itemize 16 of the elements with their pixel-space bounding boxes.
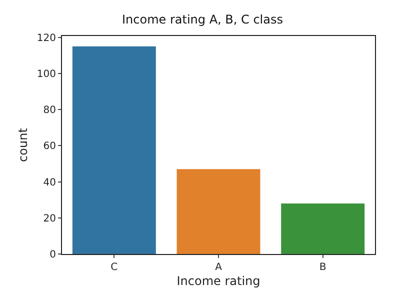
y-tick-label: 60: [43, 141, 56, 152]
x-tick-label: A: [215, 262, 222, 273]
y-tick-label: 100: [36, 68, 56, 80]
chart-title: Income rating A, B, C class: [122, 12, 284, 27]
x-axis-title: Income rating: [176, 274, 260, 288]
y-tick-label: 40: [43, 177, 56, 188]
y-tick-label: 0: [50, 250, 56, 260]
bar: [281, 203, 365, 254]
y-tick-label: 80: [43, 105, 56, 116]
x-tick-label: C: [110, 262, 118, 273]
y-axis-title: count: [16, 128, 30, 162]
y-tick-label: 20: [43, 213, 56, 224]
x-tick-label: B: [319, 262, 326, 273]
bar: [176, 169, 260, 254]
y-tick-label: 120: [36, 32, 56, 44]
bar: [72, 46, 156, 254]
